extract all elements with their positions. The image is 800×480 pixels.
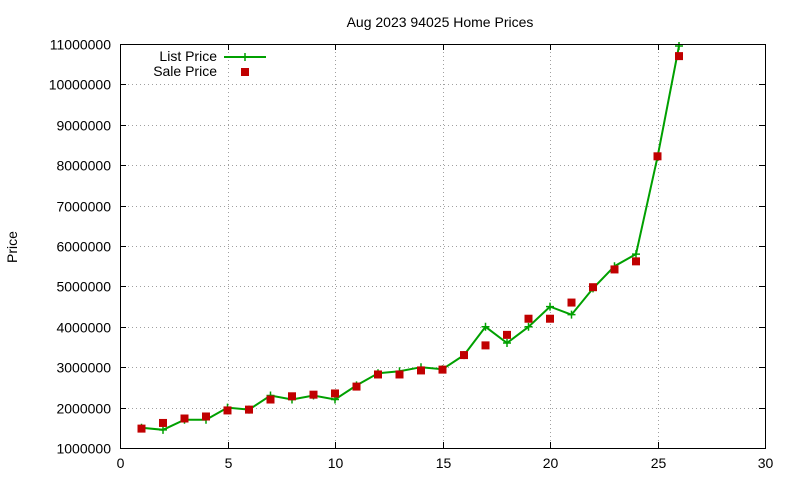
sale-price-point bbox=[374, 370, 382, 379]
y-tick-label: 8000000 bbox=[56, 158, 111, 174]
list-price-point bbox=[524, 322, 533, 331]
chart-title: Aug 2023 94025 Home Prices bbox=[347, 14, 534, 30]
sale-price-point bbox=[352, 382, 361, 391]
y-tick-label: 9000000 bbox=[56, 118, 111, 134]
list-price-point bbox=[632, 250, 640, 259]
sale-price-point bbox=[460, 351, 468, 360]
x-tick-label: 30 bbox=[758, 455, 774, 471]
y-tick-label: 1000000 bbox=[56, 441, 111, 457]
sale-price-point bbox=[438, 365, 447, 374]
sale-price-point bbox=[675, 52, 683, 61]
sale-price-point bbox=[309, 390, 318, 399]
y-tick-label: 7000000 bbox=[56, 199, 111, 215]
y-tick-label: 11000000 bbox=[50, 37, 111, 53]
sale-price-point bbox=[137, 424, 146, 433]
sale-price-point bbox=[245, 405, 253, 414]
legend: List Price Sale Price bbox=[153, 48, 266, 79]
legend-marker-sale-price bbox=[241, 68, 249, 76]
series-line-list-price bbox=[141, 45, 680, 431]
list-price-point bbox=[159, 425, 167, 434]
axis-ticks: 1000000 2000000 3000000 4000000 5000000 60000… bbox=[49, 37, 774, 472]
sale-price-point bbox=[159, 418, 167, 427]
x-tick-label: 20 bbox=[543, 455, 559, 471]
x-tick-label: 25 bbox=[651, 455, 667, 471]
series bbox=[137, 42, 683, 434]
sale-price-point bbox=[223, 406, 232, 415]
y-tick-label: 6000000 bbox=[56, 239, 111, 255]
sale-price-point bbox=[202, 412, 210, 421]
sale-price-point bbox=[632, 257, 640, 266]
x-tick-label: 10 bbox=[328, 455, 344, 471]
legend-label-sale-price: Sale Price bbox=[153, 63, 217, 79]
sale-price-point bbox=[503, 330, 511, 339]
list-price-point bbox=[675, 42, 683, 51]
plot-frame bbox=[120, 44, 766, 449]
legend-label-list-price: List Price bbox=[159, 48, 217, 64]
sale-price-point bbox=[653, 152, 662, 161]
sale-price-point bbox=[546, 314, 554, 323]
sale-price-point bbox=[610, 265, 619, 274]
grid bbox=[120, 44, 765, 448]
y-tick-label: 5000000 bbox=[56, 279, 111, 295]
sale-price-point bbox=[524, 314, 533, 323]
list-price-point bbox=[567, 310, 576, 319]
x-tick-label: 5 bbox=[225, 455, 233, 471]
x-tick-label: 15 bbox=[436, 455, 452, 471]
x-tick-label: 0 bbox=[117, 455, 125, 471]
y-tick-label: 4000000 bbox=[56, 320, 111, 336]
sale-price-point bbox=[266, 395, 275, 404]
y-tick-label: 10000000 bbox=[49, 77, 112, 93]
list-price-point bbox=[481, 322, 490, 331]
sale-price-point bbox=[331, 389, 339, 398]
sale-price-point bbox=[481, 341, 490, 350]
sale-price-point bbox=[288, 392, 296, 401]
sale-price-point bbox=[395, 370, 404, 379]
sale-price-point bbox=[567, 298, 576, 307]
sale-price-point bbox=[589, 283, 597, 292]
list-price-point bbox=[546, 302, 554, 311]
sale-price-point bbox=[417, 366, 425, 375]
sale-price-point bbox=[180, 414, 189, 423]
legend-marker-list-price bbox=[241, 53, 249, 61]
list-price-point bbox=[503, 338, 511, 347]
y-tick-label: 3000000 bbox=[56, 360, 111, 376]
y-axis-label: Price bbox=[4, 231, 20, 263]
y-tick-label: 2000000 bbox=[56, 401, 111, 417]
